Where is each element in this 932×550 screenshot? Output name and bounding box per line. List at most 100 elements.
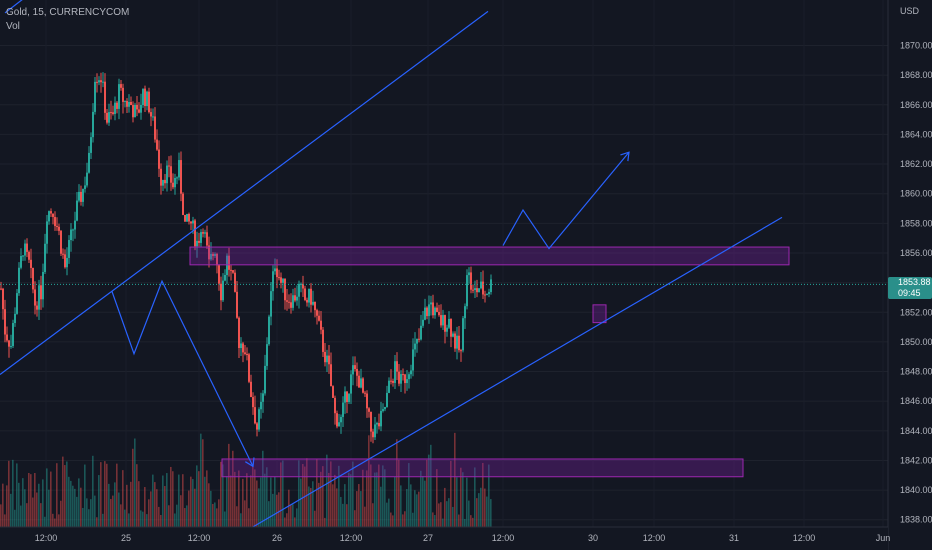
candle-body	[320, 320, 322, 330]
symbol-title[interactable]: Gold, 15, CURRENCYCOM	[6, 7, 130, 18]
candle-body	[468, 272, 470, 276]
candle-body	[188, 213, 190, 222]
volume-bar	[216, 508, 218, 527]
candle-body	[218, 265, 220, 284]
candle-body	[226, 255, 228, 276]
volume-bar	[336, 488, 338, 527]
x-tick-label: 12:00	[340, 533, 363, 543]
volume-bar	[386, 502, 388, 527]
volume-bar	[456, 477, 458, 527]
y-tick-label: 1850.00	[900, 337, 932, 347]
volume-bar	[104, 461, 106, 527]
candle-body	[274, 268, 276, 272]
volume-bar	[342, 503, 344, 527]
volume-bar	[256, 480, 258, 527]
candle-body	[40, 285, 42, 300]
zone-rect	[189, 246, 790, 266]
volume-bar	[188, 490, 190, 527]
trendline	[244, 216, 783, 533]
volume-bar	[484, 488, 486, 527]
volume-bar	[264, 473, 266, 527]
volume-bar	[234, 471, 236, 527]
volume-bar	[412, 512, 414, 527]
y-tick-label: 1870.00	[900, 41, 932, 51]
projection-path	[502, 151, 630, 250]
volume-bar	[92, 455, 94, 527]
candle-body	[60, 230, 62, 254]
volume-bar	[212, 503, 214, 527]
volume-bar	[128, 513, 130, 527]
volume-bar	[400, 485, 402, 527]
candle-body	[394, 361, 396, 383]
candle-body	[2, 288, 4, 310]
volume-bar	[490, 499, 492, 527]
volume-bar	[236, 506, 238, 527]
candle-body	[154, 116, 156, 140]
candle-body	[90, 137, 92, 153]
candle-body	[172, 182, 174, 188]
candle-body	[424, 307, 426, 320]
candle-body	[390, 380, 392, 382]
volume-bar	[252, 466, 254, 527]
candle-body	[294, 295, 296, 301]
volume-bar	[142, 511, 144, 527]
volume-bar	[152, 474, 154, 527]
candle-body	[408, 374, 410, 380]
volume-bar	[48, 489, 50, 527]
volume-bar	[208, 483, 210, 527]
volume-bar	[184, 508, 186, 527]
volume-bar	[148, 499, 150, 527]
candle-body	[270, 291, 272, 317]
price-axis[interactable]	[888, 0, 932, 550]
y-tick-label: 1858.00	[900, 218, 932, 228]
volume-bar	[296, 508, 298, 527]
candle-body	[276, 268, 278, 278]
volume-bar	[402, 514, 404, 527]
candle-body	[198, 240, 200, 243]
current-price-value: 1853.88	[898, 277, 931, 287]
candle-body	[44, 243, 46, 273]
volume-bar	[122, 470, 124, 527]
candle-body	[372, 431, 374, 438]
candle-body	[94, 81, 96, 112]
candle-body	[214, 253, 216, 257]
y-tick-label: 1848.00	[900, 367, 932, 377]
volume-indicator-label[interactable]: Vol	[6, 21, 20, 32]
y-tick-label: 1852.00	[900, 307, 932, 317]
volume-bar	[98, 475, 100, 527]
candle-body	[440, 315, 442, 326]
candle-body	[108, 112, 110, 123]
volume-bar	[262, 450, 264, 527]
candle-body	[340, 416, 342, 423]
candle-body	[298, 283, 300, 297]
volume-bar	[424, 480, 426, 527]
candle-body	[150, 112, 152, 117]
volume-bar	[210, 490, 212, 527]
volume-bar	[162, 475, 164, 527]
x-tick-label: Jun	[876, 533, 891, 543]
candle-body	[234, 272, 236, 292]
volume-bar	[292, 504, 294, 527]
volume-bar	[224, 511, 226, 527]
volume-bar	[350, 474, 352, 527]
candle-body	[302, 283, 304, 289]
volume-bar	[306, 458, 308, 527]
volume-bar	[346, 504, 348, 527]
candle-body	[432, 302, 434, 316]
volume-bar	[310, 487, 312, 527]
volume-bar	[22, 478, 24, 527]
time-axis[interactable]	[0, 527, 888, 550]
volume-bar	[370, 464, 372, 527]
volume-bar	[392, 515, 394, 527]
volume-bar	[348, 472, 350, 527]
volume-bar	[294, 517, 296, 527]
volume-bar	[120, 504, 122, 527]
volume-bar	[198, 471, 200, 527]
candle-body	[20, 256, 22, 268]
candle-body	[122, 87, 124, 102]
volume-bar	[356, 491, 358, 527]
candle-body	[258, 409, 260, 430]
grid	[0, 45, 888, 521]
candle-body	[202, 232, 204, 234]
